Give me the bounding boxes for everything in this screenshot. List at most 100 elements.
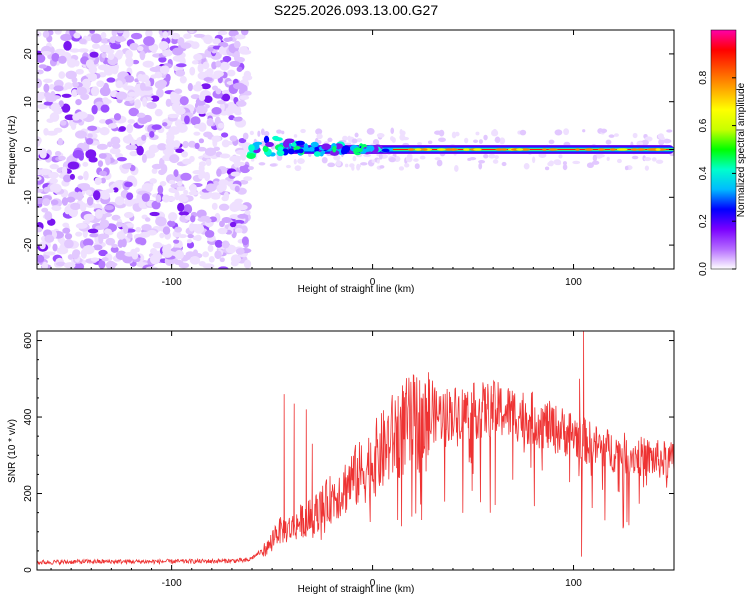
noise-blob [136,45,144,52]
noise-blob [454,165,459,172]
signal-peak [414,148,422,151]
noise-blob [214,250,222,260]
noise-blob [666,129,673,133]
noise-blob [111,30,118,37]
signal-peak [646,148,657,151]
noise-blob [113,113,122,121]
signal-blob [276,149,285,157]
noise-blob [175,69,186,77]
signal-blob [381,148,390,153]
noise-blob [87,125,98,131]
noise-blob [85,149,97,160]
noise-blob [492,159,499,164]
noise-blob [123,211,134,219]
noise-blob [523,163,530,170]
noise-blob [161,164,168,174]
noise-blob [100,31,107,39]
signal-blob [265,141,274,148]
noise-blob [608,134,615,138]
noise-blob [293,134,298,138]
noise-blob [211,107,222,115]
noise-blob [641,139,649,146]
noise-blob [658,138,665,146]
noise-blob [85,189,93,196]
noise-blob [101,257,109,262]
noise-blob [130,139,137,146]
noise-blob [202,61,210,70]
noise-blob [235,247,245,255]
noise-blob [294,165,302,172]
noise-blob [156,88,164,98]
noise-blob [219,220,225,228]
noise-blob [162,49,173,57]
noise-blob [82,161,89,167]
noise-blob [141,134,147,141]
figure-title: S225.2026.093.13.00.G27 [274,2,438,18]
noise-blob [173,169,179,178]
noise-blob [147,229,157,236]
noise-blob [115,91,128,100]
noise-blob [107,141,113,148]
noise-blob [150,95,160,102]
noise-blob [151,200,161,210]
noise-blob [190,215,196,223]
noise-blob [37,226,43,233]
noise-blob [198,94,206,102]
noise-blob [195,105,208,115]
noise-blob [327,137,333,143]
noise-blob [145,30,153,38]
noise-blob [70,202,81,211]
spectrogram-ytick-label: 0 [23,146,34,152]
noise-blob [276,129,282,134]
noise-blob [217,122,225,129]
noise-blob [206,118,214,127]
noise-blob [105,188,115,193]
noise-blob [189,183,198,193]
noise-blob [152,241,163,249]
noise-blob [105,262,118,267]
noise-blob [112,187,119,193]
noise-blob [562,164,568,171]
noise-blob [39,149,47,159]
signal-blob [310,141,319,148]
noise-blob [162,244,171,255]
noise-blob [43,91,51,98]
noise-blob [217,227,228,235]
noise-blob [347,135,352,142]
noise-blob [135,226,142,233]
noise-blob [501,161,507,167]
noise-blob [151,124,162,130]
noise-blob [592,154,598,162]
noise-blob [238,88,245,95]
noise-blob [61,93,72,98]
noise-blob [78,38,87,45]
noise-blob [41,207,49,213]
noise-blob [71,89,78,97]
noise-blob [229,135,238,142]
noise-blob [172,47,184,56]
noise-blob [181,151,189,158]
noise-blob [478,159,486,164]
noise-blob [182,140,189,149]
signal-peak [655,148,661,151]
noise-blob [176,186,186,191]
snr-series-line [37,331,674,566]
noise-blob [644,165,649,171]
noise-blob [37,103,48,110]
noise-blob [244,210,251,215]
noise-blob [116,156,127,162]
noise-blob [168,211,178,222]
noise-blob [79,202,87,212]
noise-blob [413,158,419,162]
noise-blob [176,123,188,133]
noise-blob [42,30,50,38]
noise-blob [125,57,134,67]
noise-blob [134,99,142,110]
noise-blob [376,158,380,164]
noise-blob [107,52,115,61]
noise-blob [158,41,169,51]
snr-xtick-label: -100 [162,578,182,589]
noise-blob [300,128,306,134]
noise-blob [183,33,192,39]
noise-blob [78,48,89,53]
